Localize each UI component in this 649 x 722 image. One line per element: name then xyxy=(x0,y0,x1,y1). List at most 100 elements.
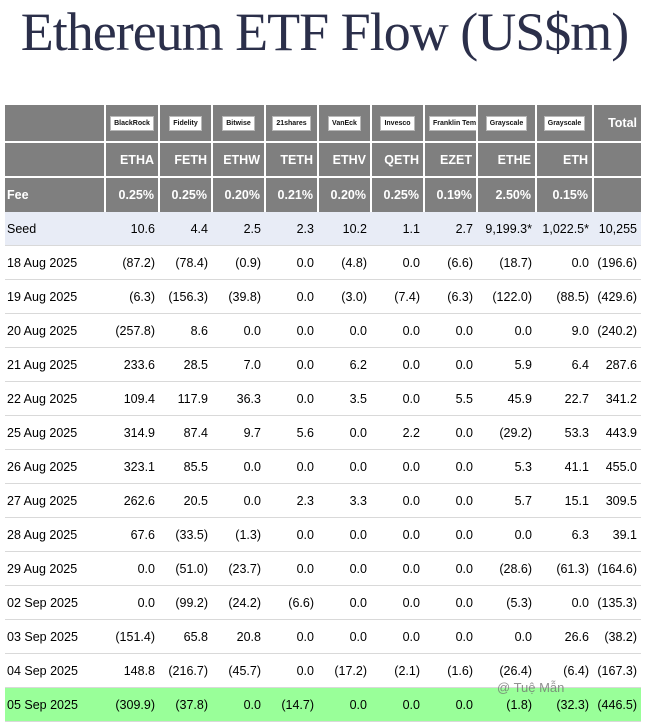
fee-value: 0.25% xyxy=(105,176,160,212)
fee-value: 0.19% xyxy=(424,176,478,212)
flow-cell: 0.0 xyxy=(212,687,265,722)
row-date: 27 Aug 2025 xyxy=(5,483,105,518)
flow-cell: 10.2 xyxy=(318,212,371,246)
row-date: 25 Aug 2025 xyxy=(5,415,105,450)
flow-cell: 0.0 xyxy=(536,245,593,280)
ticker-label: TETH xyxy=(265,141,319,177)
flow-cell: (309.9) xyxy=(105,687,159,722)
fee-value: 0.15% xyxy=(536,176,594,212)
flow-cell: 0.0 xyxy=(371,245,424,280)
flow-cell: 9.7 xyxy=(212,415,265,450)
flow-cell: (28.6) xyxy=(477,551,536,586)
flow-row: 21 Aug 2025 233.6 28.5 7.0 0.0 6.2 0.0 0.0 5.9 6.… xyxy=(5,347,641,382)
flow-cell: 0.0 xyxy=(424,415,477,450)
flow-cell: (6.3) xyxy=(105,279,159,314)
flow-cell: (0.9) xyxy=(212,245,265,280)
issuer-logo-cell: Bitwise xyxy=(212,105,266,142)
issuer-logo-cell: Invesco xyxy=(371,105,425,142)
flow-cell: (99.2) xyxy=(159,585,212,620)
row-date: 18 Aug 2025 xyxy=(5,245,105,280)
flow-cell: 0.0 xyxy=(265,347,318,382)
row-date: 29 Aug 2025 xyxy=(5,551,105,586)
flow-cell: 20.8 xyxy=(212,619,265,654)
flow-cell: (122.0) xyxy=(477,279,536,314)
flow-cell: 0.0 xyxy=(424,551,477,586)
flow-cell: 1.1 xyxy=(371,212,424,246)
total-header: Total xyxy=(593,105,641,142)
flow-cell: (7.4) xyxy=(371,279,424,314)
flow-cell: 7.0 xyxy=(212,347,265,382)
flow-cell: (5.3) xyxy=(477,585,536,620)
flow-cell: (17.2) xyxy=(318,653,371,688)
flow-cell: 36.3 xyxy=(212,381,265,416)
ticker-label: ETHV xyxy=(318,141,372,177)
flow-cell: 0.0 xyxy=(371,585,424,620)
issuer-logo: BlackRock xyxy=(110,115,154,131)
row-total: 443.9 xyxy=(593,415,641,450)
flow-row: 29 Aug 2025 0.0 (51.0) (23.7) 0.0 0.0 0.0 0.0 (2… xyxy=(5,551,641,586)
flow-cell: 3.3 xyxy=(318,483,371,518)
row-date: 05 Sep 2025 xyxy=(5,687,105,722)
ticker-label: FETH xyxy=(159,141,213,177)
flow-cell: 15.1 xyxy=(536,483,593,518)
flow-cell: 0.0 xyxy=(424,449,477,484)
flow-cell: 0.0 xyxy=(318,449,371,484)
issuer-logo: Grayscale xyxy=(543,115,586,131)
flow-cell: 22.7 xyxy=(536,381,593,416)
flow-cell: (39.8) xyxy=(212,279,265,314)
flow-cell: 20.5 xyxy=(159,483,212,518)
row-date: 26 Aug 2025 xyxy=(5,449,105,484)
issuer-logo-cell: Franklin Templeton xyxy=(424,105,478,142)
flow-cell: 0.0 xyxy=(371,313,424,348)
ticker-corner xyxy=(5,141,106,177)
row-date: 22 Aug 2025 xyxy=(5,381,105,416)
flow-row: 04 Sep 2025 148.8 (216.7) (45.7) 0.0 (17.2) (2… xyxy=(5,653,641,688)
flow-cell: (45.7) xyxy=(212,653,265,688)
flow-row: 02 Sep 2025 0.0 (99.2) (24.2) (6.6) 0.0 0.0 0.0… xyxy=(5,585,641,620)
flow-cell: 0.0 xyxy=(212,483,265,518)
flow-cell: 0.0 xyxy=(371,551,424,586)
flow-cell: 323.1 xyxy=(105,449,159,484)
flow-cell: (6.3) xyxy=(424,279,477,314)
flow-cell: 67.6 xyxy=(105,517,159,552)
flow-cell: 5.9 xyxy=(477,347,536,382)
flow-row: 22 Aug 2025 109.4 117.9 36.3 0.0 3.5 0.0 5.5 45.… xyxy=(5,381,641,416)
issuer-logo: Grayscale xyxy=(485,115,528,131)
flow-cell: 2.5 xyxy=(212,212,265,246)
flow-cell: (2.1) xyxy=(371,653,424,688)
flow-cell: 0.0 xyxy=(371,483,424,518)
flow-cell: 6.2 xyxy=(318,347,371,382)
flow-cell: (88.5) xyxy=(536,279,593,314)
fee-row: Fee 0.25% 0.25% 0.20% 0.21% 0.20% 0.25% 0.19% 2.… xyxy=(5,176,641,212)
flow-cell: 0.0 xyxy=(318,415,371,450)
flow-cell: 0.0 xyxy=(212,313,265,348)
fee-value: 0.21% xyxy=(265,176,319,212)
flow-cell: 148.8 xyxy=(105,653,159,688)
fee-value: 0.25% xyxy=(371,176,425,212)
flow-cell: 0.0 xyxy=(265,245,318,280)
issuer-logo: Fidelity xyxy=(169,115,202,131)
issuer-logo: Franklin Templeton xyxy=(429,115,475,131)
flow-cell: 0.0 xyxy=(265,619,318,654)
flow-cell: 0.0 xyxy=(318,517,371,552)
flow-cell: 0.0 xyxy=(105,585,159,620)
flow-cell: (257.8) xyxy=(105,313,159,348)
fee-label: Fee xyxy=(5,176,106,212)
flow-cell: (23.7) xyxy=(212,551,265,586)
flow-cell: 0.0 xyxy=(424,517,477,552)
flow-row: 19 Aug 2025 (6.3) (156.3) (39.8) 0.0 (3.0) (7.… xyxy=(5,279,641,314)
flow-cell: 0.0 xyxy=(265,279,318,314)
flow-cell: (37.8) xyxy=(159,687,212,722)
row-total: (135.3) xyxy=(593,585,641,620)
row-date: 04 Sep 2025 xyxy=(5,653,105,688)
row-date: 19 Aug 2025 xyxy=(5,279,105,314)
issuer-logo-cell: VanEck xyxy=(318,105,372,142)
flow-cell: 26.6 xyxy=(536,619,593,654)
row-date: 20 Aug 2025 xyxy=(5,313,105,348)
flow-cell: 65.8 xyxy=(159,619,212,654)
flow-cell: 0.0 xyxy=(265,449,318,484)
flow-cell: 6.3 xyxy=(536,517,593,552)
flow-cell: 0.0 xyxy=(318,619,371,654)
flow-cell: 2.3 xyxy=(265,212,318,246)
flow-cell: (61.3) xyxy=(536,551,593,586)
